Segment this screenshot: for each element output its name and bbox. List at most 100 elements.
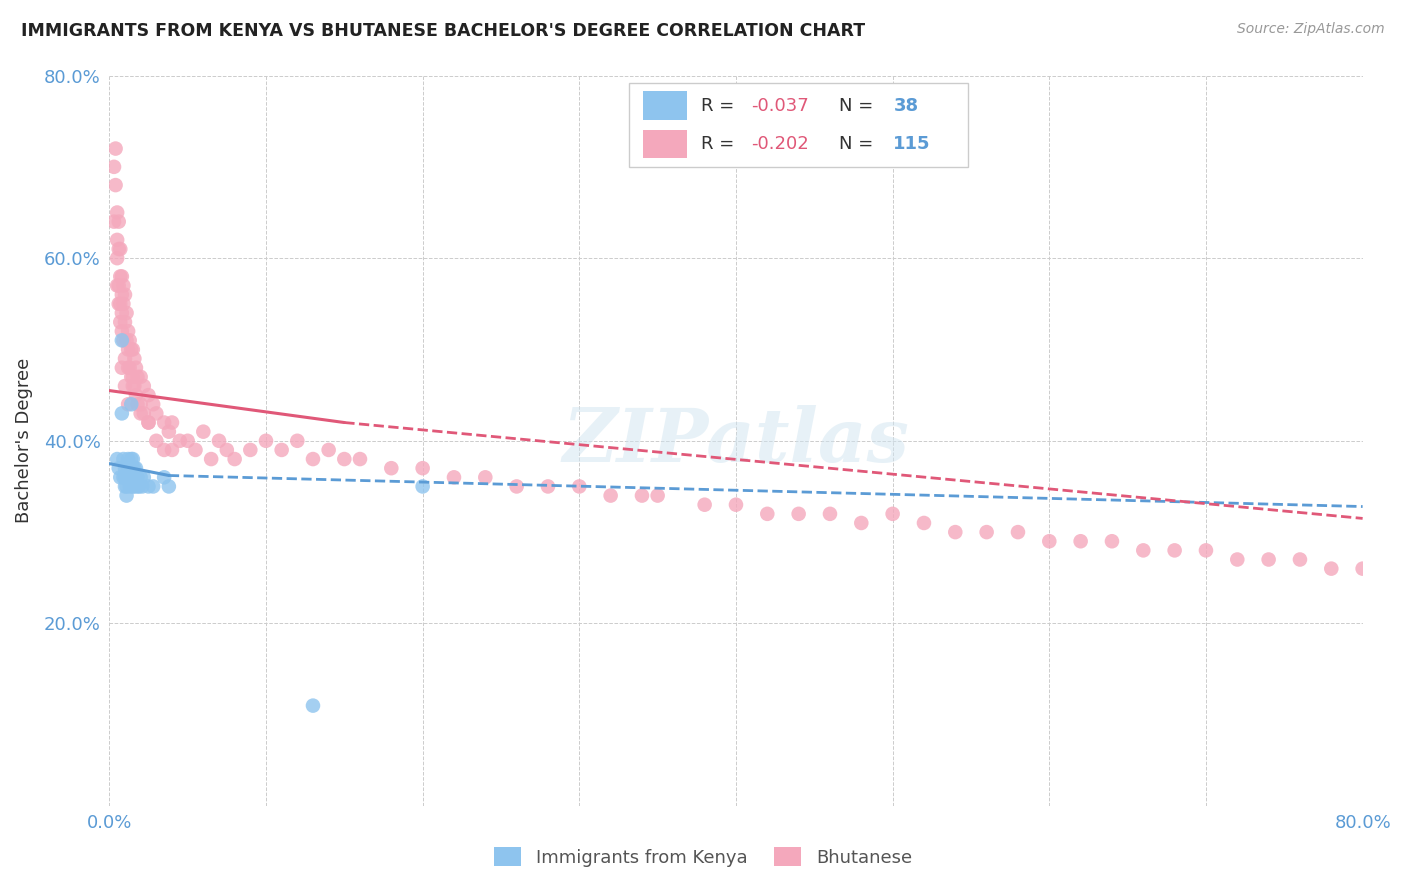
Point bbox=[112, 334, 135, 348]
Point bbox=[157, 479, 180, 493]
Point bbox=[128, 479, 150, 493]
Point bbox=[112, 297, 135, 311]
Point bbox=[184, 442, 207, 457]
Point bbox=[318, 442, 340, 457]
Point bbox=[121, 452, 143, 467]
Point bbox=[118, 334, 141, 348]
Point bbox=[131, 479, 153, 493]
Point bbox=[115, 334, 138, 348]
Point bbox=[111, 334, 134, 348]
Point bbox=[200, 452, 222, 467]
Point bbox=[631, 489, 654, 503]
Point bbox=[1257, 552, 1279, 566]
Point bbox=[114, 351, 136, 366]
Point bbox=[117, 397, 139, 411]
Point bbox=[112, 278, 135, 293]
Point bbox=[117, 461, 139, 475]
Point bbox=[443, 470, 465, 484]
Point bbox=[105, 251, 128, 265]
Point bbox=[505, 479, 527, 493]
Point bbox=[111, 406, 134, 420]
Point bbox=[129, 397, 152, 411]
Point bbox=[412, 461, 434, 475]
Point bbox=[302, 698, 325, 713]
Point bbox=[129, 370, 152, 384]
Point bbox=[124, 351, 146, 366]
Point bbox=[115, 479, 138, 493]
Point bbox=[724, 498, 747, 512]
Point bbox=[132, 379, 155, 393]
Point bbox=[107, 297, 129, 311]
Point bbox=[153, 416, 176, 430]
Point bbox=[882, 507, 904, 521]
Point bbox=[124, 461, 146, 475]
Point bbox=[129, 470, 152, 484]
Point bbox=[120, 343, 142, 357]
Point bbox=[132, 470, 155, 484]
Point bbox=[115, 489, 138, 503]
Point bbox=[160, 416, 183, 430]
Point bbox=[138, 416, 160, 430]
Point bbox=[117, 452, 139, 467]
Point bbox=[121, 379, 143, 393]
Point bbox=[1038, 534, 1060, 549]
Point bbox=[153, 442, 176, 457]
Point bbox=[254, 434, 277, 448]
Point bbox=[103, 160, 125, 174]
Y-axis label: Bachelor's Degree: Bachelor's Degree bbox=[15, 359, 32, 524]
Point bbox=[412, 479, 434, 493]
Point bbox=[114, 479, 136, 493]
Point bbox=[756, 507, 779, 521]
Point bbox=[117, 360, 139, 375]
Point bbox=[110, 269, 132, 284]
Point bbox=[105, 452, 128, 467]
Point bbox=[104, 178, 127, 193]
Point bbox=[787, 507, 810, 521]
Point bbox=[103, 214, 125, 228]
Point bbox=[112, 452, 135, 467]
Point bbox=[118, 360, 141, 375]
Point bbox=[270, 442, 292, 457]
Point bbox=[124, 379, 146, 393]
Point bbox=[107, 214, 129, 228]
Point bbox=[349, 452, 371, 467]
Point bbox=[114, 315, 136, 329]
Point bbox=[138, 416, 160, 430]
Point bbox=[157, 425, 180, 439]
Point bbox=[976, 525, 998, 540]
Point bbox=[132, 406, 155, 420]
Point bbox=[125, 470, 148, 484]
Point bbox=[118, 470, 141, 484]
Point bbox=[110, 470, 132, 484]
Point bbox=[169, 434, 191, 448]
Text: Source: ZipAtlas.com: Source: ZipAtlas.com bbox=[1237, 22, 1385, 37]
Point bbox=[1101, 534, 1123, 549]
Point bbox=[107, 461, 129, 475]
Point bbox=[160, 442, 183, 457]
Point bbox=[224, 452, 246, 467]
Point bbox=[568, 479, 591, 493]
Point bbox=[142, 479, 165, 493]
Point bbox=[110, 297, 132, 311]
Point bbox=[124, 479, 146, 493]
Point bbox=[107, 278, 129, 293]
Point bbox=[120, 397, 142, 411]
Point bbox=[105, 233, 128, 247]
Point bbox=[1351, 561, 1374, 575]
Point bbox=[111, 324, 134, 338]
Point bbox=[127, 470, 149, 484]
Point bbox=[107, 242, 129, 256]
Point bbox=[121, 479, 143, 493]
Point bbox=[145, 434, 167, 448]
Point bbox=[114, 287, 136, 301]
Point bbox=[110, 315, 132, 329]
Point bbox=[117, 324, 139, 338]
Point bbox=[851, 516, 873, 530]
Point bbox=[129, 406, 152, 420]
Point bbox=[215, 442, 238, 457]
Point bbox=[818, 507, 841, 521]
Point bbox=[111, 287, 134, 301]
Text: IMMIGRANTS FROM KENYA VS BHUTANESE BACHELOR'S DEGREE CORRELATION CHART: IMMIGRANTS FROM KENYA VS BHUTANESE BACHE… bbox=[21, 22, 865, 40]
Point bbox=[105, 205, 128, 219]
Point bbox=[1289, 552, 1312, 566]
